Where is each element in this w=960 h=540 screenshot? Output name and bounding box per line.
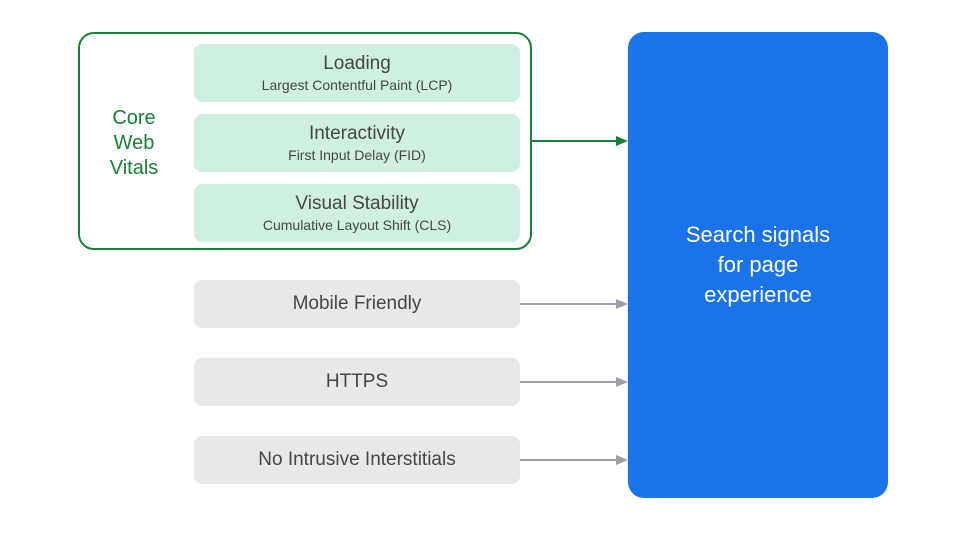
vital-title: Visual Stability bbox=[194, 193, 520, 215]
destination-label-line: for page bbox=[686, 250, 830, 280]
core-web-vitals-label-line: Core bbox=[86, 106, 182, 131]
core-web-vitals-label: CoreWebVitals bbox=[86, 106, 182, 181]
arrow-mobile bbox=[520, 299, 628, 309]
core-web-vitals-label-line: Vitals bbox=[86, 156, 182, 181]
vital-subtitle: Cumulative Layout Shift (CLS) bbox=[194, 217, 520, 233]
signal-https: HTTPS bbox=[194, 358, 520, 406]
vital-subtitle: Largest Contentful Paint (LCP) bbox=[194, 77, 520, 93]
signal-label: No Intrusive Interstitials bbox=[258, 449, 455, 471]
vital-visual-stability: Visual Stability Cumulative Layout Shift … bbox=[194, 184, 520, 242]
signal-no-intrusive-interstitials: No Intrusive Interstitials bbox=[194, 436, 520, 484]
arrow-interstitials bbox=[520, 455, 628, 465]
signal-label: Mobile Friendly bbox=[293, 293, 422, 315]
vital-title: Loading bbox=[194, 53, 520, 75]
destination-label: Search signalsfor pageexperience bbox=[686, 220, 830, 309]
vital-loading: Loading Largest Contentful Paint (LCP) bbox=[194, 44, 520, 102]
signal-label: HTTPS bbox=[326, 371, 388, 393]
vital-subtitle: First Input Delay (FID) bbox=[194, 147, 520, 163]
vital-interactivity: Interactivity First Input Delay (FID) bbox=[194, 114, 520, 172]
destination-label-line: experience bbox=[686, 280, 830, 310]
destination-label-line: Search signals bbox=[686, 220, 830, 250]
arrow-cwv bbox=[532, 136, 628, 146]
arrow-https bbox=[520, 377, 628, 387]
destination-box: Search signalsfor pageexperience bbox=[628, 32, 888, 498]
signal-mobile-friendly: Mobile Friendly bbox=[194, 280, 520, 328]
vital-title: Interactivity bbox=[194, 123, 520, 145]
core-web-vitals-label-line: Web bbox=[86, 131, 182, 156]
